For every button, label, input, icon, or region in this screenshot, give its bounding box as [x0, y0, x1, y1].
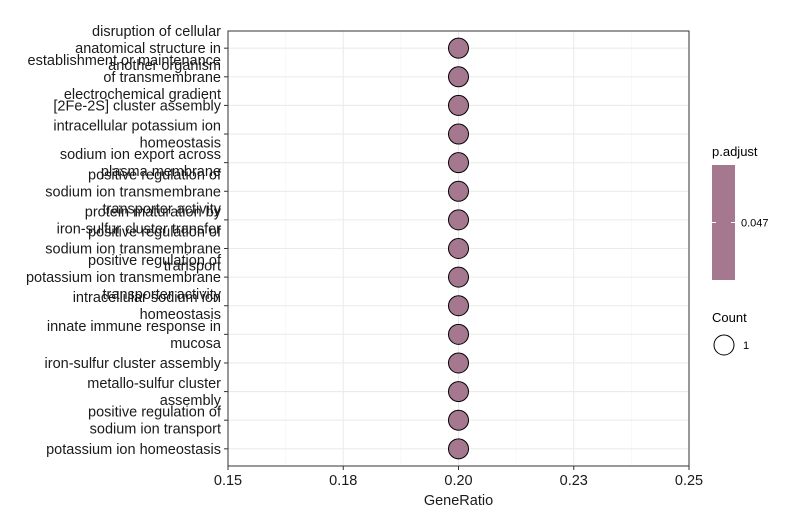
y-tick-label: establishment or maintenance of transmemb… [28, 53, 221, 103]
legend: p.adjust 0.047 Count 1 [712, 144, 769, 356]
color-legend-title: p.adjust [712, 144, 758, 159]
y-tick-label-line: assembly [160, 393, 222, 409]
y-tick-label-line: transport [164, 259, 221, 275]
size-legend-title: Count [712, 310, 747, 325]
y-tick-label-line: innate immune response in [47, 319, 221, 335]
data-point [448, 352, 469, 374]
color-legend-label: 0.047 [741, 218, 769, 230]
data-point [448, 438, 469, 460]
y-tick-label-line: intracellular sodium ion [73, 290, 221, 306]
y-axis-ticks [224, 47, 228, 450]
data-point [448, 295, 469, 317]
data-point [448, 238, 469, 259]
y-tick-label-line: electrochemical gradient [64, 87, 221, 103]
x-tick-label: 0.18 [329, 473, 357, 489]
y-tick-label-line: of transmembrane [103, 70, 221, 86]
x-axis-ticks: 0.15 0.18 0.20 0.23 0.25 [214, 466, 703, 489]
y-tick-label: iron-sulfur cluster assembly [45, 356, 222, 372]
y-tick-label: positive regulation of sodium ion transme… [45, 167, 222, 217]
y-tick-label-line: homeostasis [140, 307, 221, 323]
y-tick-label-line: protein maturation by [85, 204, 222, 220]
y-tick-label: intracellular potassium ion homeostasis [53, 119, 221, 152]
y-tick-label-line: intracellular potassium ion [53, 119, 221, 135]
x-tick-label: 0.25 [675, 473, 703, 489]
size-legend-circle [713, 334, 735, 356]
x-tick-label: 0.15 [214, 473, 242, 489]
y-tick-label-line: disruption of cellular [92, 24, 221, 40]
x-tick-label: 0.23 [560, 473, 588, 489]
y-tick-label-line: another organism [108, 58, 221, 74]
y-tick-label: intracellular sodium ion homeostasis [73, 290, 221, 323]
y-tick-label: positive regulation of potassium ion tran… [26, 253, 222, 303]
y-tick-label: positive regulation of sodium ion transme… [45, 225, 222, 275]
data-points [448, 37, 469, 460]
data-point [448, 66, 469, 88]
y-tick-label: metallo-sulfur cluster assembly [87, 376, 222, 409]
data-point [448, 123, 469, 145]
y-tick-label: disruption of cellular anatomical structu… [75, 24, 221, 74]
y-tick-label: innate immune response in mucosa [47, 319, 222, 352]
y-tick-label-line: anatomical structure in [75, 41, 221, 57]
y-tick-label-line: positive regulation of [88, 405, 222, 421]
data-point [448, 381, 469, 403]
y-tick-label-line: positive regulation of [88, 167, 222, 183]
data-point [448, 409, 469, 431]
y-tick-label: positive regulation of sodium ion transpo… [88, 405, 222, 438]
y-tick-label-line: positive regulation of [88, 225, 222, 241]
data-point [448, 94, 469, 116]
y-tick-label-line: metallo-sulfur cluster [87, 376, 221, 392]
x-tick-label: 0.20 [444, 473, 472, 489]
y-tick-label-line: sodium ion export across [60, 147, 221, 163]
y-tick-label-line: sodium ion transport [90, 422, 221, 438]
y-tick-label-line: establishment or maintenance [28, 53, 221, 69]
y-tick-label-line: plasma membrane [101, 164, 221, 180]
y-tick-label-line: potassium ion transmembrane [26, 270, 221, 286]
color-legend-bar [712, 165, 735, 280]
y-tick-label-line: iron-sulfur cluster assembly [45, 356, 222, 372]
data-point [448, 323, 469, 345]
y-tick-label: potassium ion homeostasis [46, 442, 221, 458]
y-tick-label-line: [2Fe-2S] cluster assembly [53, 98, 221, 114]
data-point [448, 266, 469, 288]
data-point [448, 180, 469, 202]
data-point [448, 209, 469, 231]
data-point [448, 37, 469, 59]
data-point [448, 152, 469, 174]
y-tick-label-line: positive regulation of [88, 253, 222, 269]
y-tick-label-line: mucosa [170, 336, 222, 352]
y-tick-label-line: potassium ion homeostasis [46, 442, 221, 458]
size-legend-label: 1 [743, 340, 749, 352]
y-tick-label-line: homeostasis [140, 136, 221, 152]
y-tick-label: [2Fe-2S] cluster assembly [53, 98, 221, 114]
x-axis-title: GeneRatio [424, 493, 493, 509]
y-axis-labels: disruption of cellular anatomical structu… [26, 24, 222, 458]
y-tick-label-line: transporter activity [103, 287, 222, 303]
y-tick-label-line: transporter activity [103, 201, 222, 217]
y-tick-label-line: sodium ion transmembrane [45, 184, 221, 200]
y-tick-label: protein maturation by iron-sulfur cluster… [57, 204, 222, 237]
y-tick-label-line: sodium ion transmembrane [45, 242, 221, 258]
y-tick-label: sodium ion export across plasma membrane [60, 147, 221, 180]
y-tick-label-line: iron-sulfur cluster transfer [57, 221, 222, 237]
